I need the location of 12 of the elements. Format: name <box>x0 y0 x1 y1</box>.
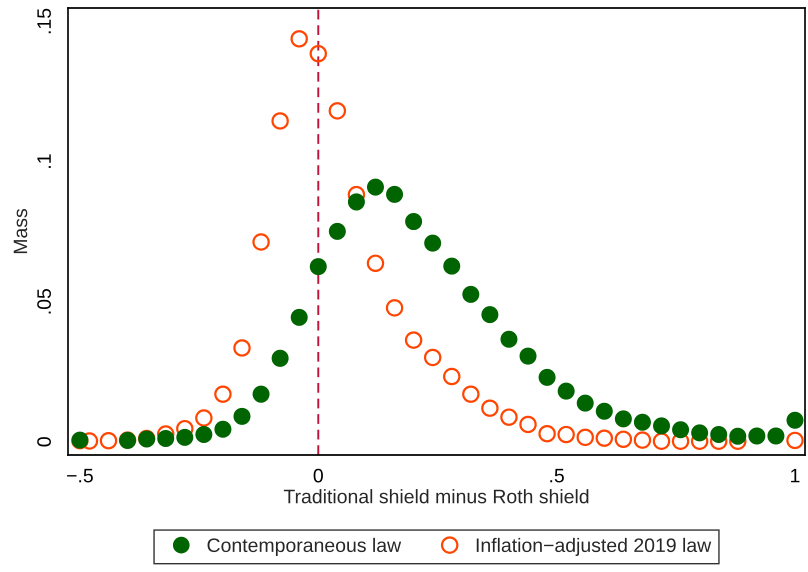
y-tick-label: 0 <box>37 437 51 446</box>
legend-label: Contemporaneous law <box>208 538 402 556</box>
x-tick-label: 1 <box>791 468 800 482</box>
y-tick-label: .05 <box>37 289 51 314</box>
x-tick-label: −.5 <box>67 468 93 482</box>
x-tick-label: 0 <box>314 468 323 482</box>
y-tick-label: .15 <box>37 8 51 34</box>
y-axis-title: Mass <box>14 208 28 254</box>
legend-label: Inflation−adjusted 2019 law <box>476 538 712 556</box>
y-tick-label: .1 <box>37 154 51 168</box>
x-tick-label: .5 <box>550 468 564 482</box>
x-axis-title: Traditional shield minus Roth shield <box>284 489 588 504</box>
